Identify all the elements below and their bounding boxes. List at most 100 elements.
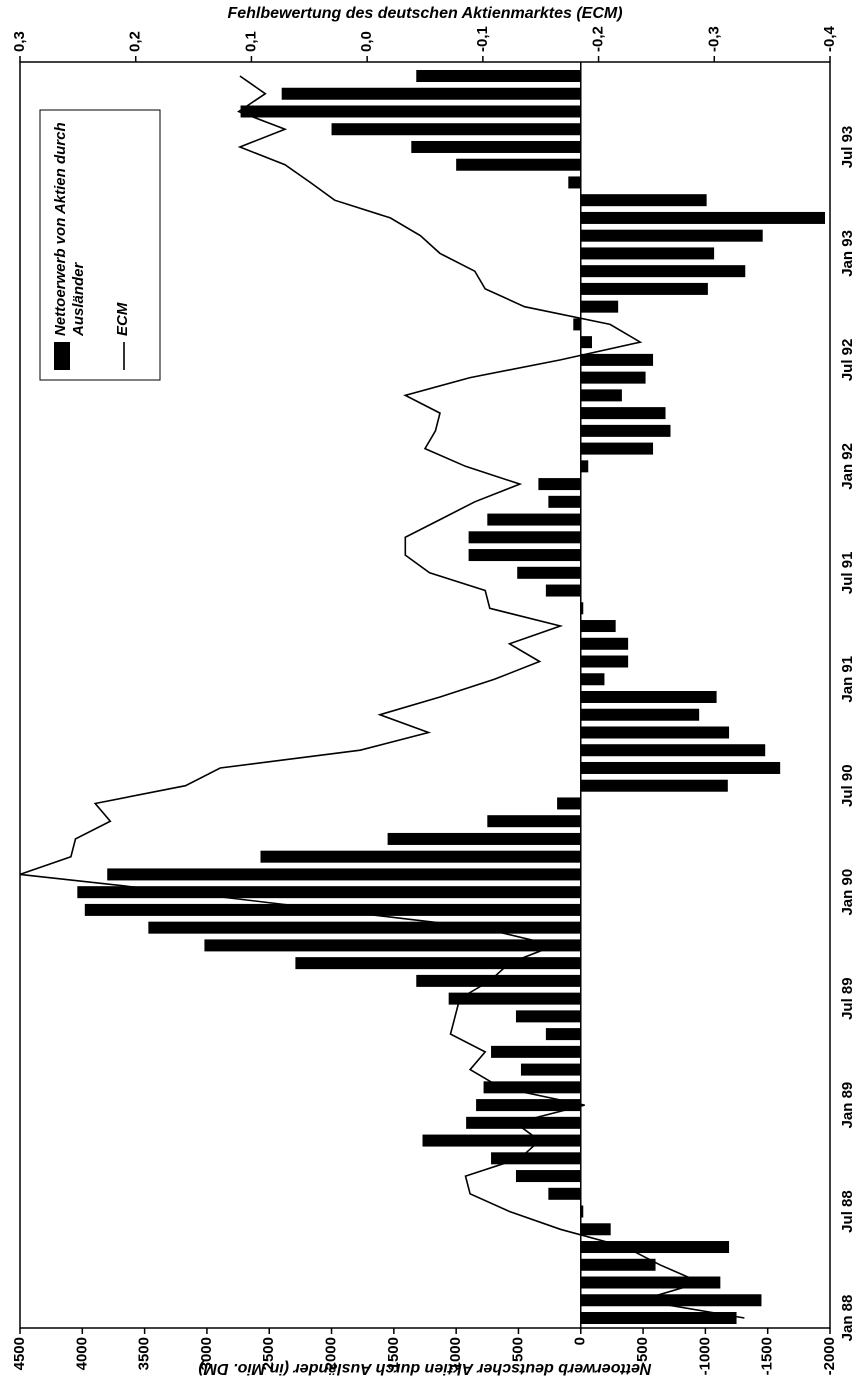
bar (520, 1063, 581, 1076)
x-tick-label: Jan 92 (839, 443, 856, 490)
bar (295, 957, 581, 970)
bar (466, 1116, 581, 1129)
x-tick-label: Jul 93 (839, 126, 856, 169)
legend-entry: Nettoerwerb von Aktien durch Ausländer (52, 122, 87, 336)
y-tick-label: 4000 (73, 1337, 90, 1370)
legend-label: Nettoerwerb von Aktien durch Ausländer (52, 122, 87, 336)
bar (331, 123, 581, 136)
legend-label: ECM (114, 302, 131, 336)
y2-tick-label: 0,0 (358, 31, 375, 52)
bar (515, 1010, 581, 1023)
bar (545, 584, 581, 597)
bar (580, 389, 622, 402)
bar (148, 921, 581, 934)
bar (580, 282, 708, 295)
bar (204, 939, 581, 952)
y2-tick-label: -0,4 (821, 25, 838, 52)
bar (580, 673, 605, 686)
bar (456, 158, 581, 171)
bar (487, 513, 581, 526)
bar (580, 442, 654, 455)
bar (387, 832, 581, 845)
x-tick-label: Jul 91 (839, 552, 856, 595)
bar (580, 779, 728, 792)
bar (422, 1134, 581, 1147)
y-axis-title: Nettoerwerb deutscher Aktien durch Auslä… (198, 1360, 651, 1377)
bar (580, 353, 654, 366)
y2-tick-label: -0,2 (590, 26, 607, 52)
bar (487, 815, 581, 828)
y-tick-label: 1500 (385, 1337, 402, 1370)
y-tick-label: -1500 (759, 1337, 776, 1375)
y2-tick-label: -0,3 (705, 26, 722, 52)
bar (580, 1294, 762, 1307)
bar (580, 336, 592, 349)
bar (545, 1028, 581, 1041)
bar (580, 211, 826, 224)
bar (580, 265, 746, 278)
bar (580, 744, 766, 757)
y-tick-label: -500 (634, 1337, 651, 1367)
bar (411, 140, 581, 153)
x-tick-label: Jan 93 (839, 230, 856, 277)
y2-axis-title: Fehlbewertung des deutschen Aktienmarkte… (227, 5, 622, 22)
bar (548, 495, 581, 508)
legend-swatch (54, 342, 70, 370)
bar (580, 1258, 656, 1271)
bar (580, 726, 730, 739)
bar (580, 371, 646, 384)
bar (468, 549, 581, 562)
bar (580, 1276, 721, 1289)
bar (580, 1312, 737, 1324)
y-tick-label: 0 (572, 1337, 589, 1345)
bar (538, 478, 581, 491)
bar (416, 974, 581, 987)
bar (107, 868, 581, 881)
x-tick-label: Jan 89 (839, 1082, 856, 1129)
bar (77, 886, 581, 899)
bar (580, 1223, 611, 1236)
y-tick-label: 4500 (11, 1337, 28, 1370)
plot-frame (19, 61, 831, 1329)
y-tick-label: 3000 (198, 1337, 215, 1370)
y-tick-label: 2500 (260, 1337, 277, 1370)
bar (517, 566, 581, 579)
bar (580, 460, 589, 473)
bar (580, 602, 584, 615)
bar (580, 424, 671, 437)
bar (573, 318, 581, 331)
y-tick-label: 500 (509, 1337, 526, 1362)
bar (448, 992, 581, 1005)
bar (557, 797, 581, 810)
bar (580, 620, 616, 633)
bar (580, 247, 715, 260)
y-tick-label: 2000 (323, 1337, 340, 1370)
bar (416, 70, 581, 82)
bar (515, 1170, 581, 1183)
x-tick-label: Jan 90 (839, 869, 856, 916)
bar (491, 1152, 581, 1165)
bar (240, 105, 581, 118)
bar (580, 1241, 730, 1254)
bar (580, 708, 700, 721)
legend-box (39, 109, 161, 381)
bar (568, 176, 581, 189)
bar (580, 1205, 584, 1218)
bar (476, 1099, 581, 1112)
bar (468, 531, 581, 544)
x-tick-label: Jan 91 (839, 656, 856, 703)
bar (580, 691, 717, 703)
bar (491, 1045, 581, 1058)
x-tick-label: Jul 92 (839, 339, 856, 382)
y2-tick-label: -0,1 (474, 26, 491, 52)
x-tick-label: Jul 89 (839, 977, 856, 1020)
bar (260, 850, 581, 863)
bar (548, 1187, 581, 1200)
bar (580, 300, 619, 313)
bar (281, 87, 581, 100)
y2-tick-label: 0,2 (127, 31, 144, 52)
bar (580, 194, 707, 207)
bar (580, 637, 629, 650)
line (19, 75, 745, 1319)
